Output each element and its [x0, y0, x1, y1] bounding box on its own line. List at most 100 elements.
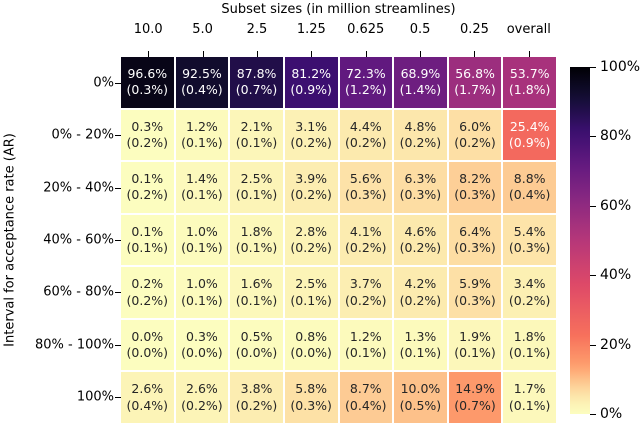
colorbar-tick	[590, 205, 596, 207]
cell-value: 2.6%	[131, 381, 164, 397]
cell-std-error: (0.1%)	[235, 239, 278, 255]
heatmap-cell: 1.8% (0.1%)	[230, 214, 283, 266]
x-tick	[202, 51, 204, 57]
cell-value: 3.8%	[240, 381, 273, 397]
column-header-10.0: 10.0	[133, 22, 163, 37]
x-tick	[311, 51, 313, 57]
colorbar-tick-label: 80%	[600, 128, 632, 145]
heatmap-cell: 92.5% (0.4%)	[175, 57, 229, 108]
cell-std-error: (0.7%)	[454, 397, 496, 413]
heatmap-cell: 8.7% (0.4%)	[339, 372, 393, 423]
cell-std-error: (0.1%)	[181, 134, 223, 150]
heatmap-cell: 2.6% (0.2%)	[175, 372, 229, 423]
cell-value: 4.2%	[404, 276, 437, 292]
cell-value: 5.9%	[459, 276, 491, 292]
cell-std-error: (0.3%)	[126, 82, 169, 98]
cell-std-error: (0.9%)	[290, 82, 332, 98]
column-header-1.25: 1.25	[296, 22, 326, 37]
heatmap-cell: 14.9% (0.7%)	[448, 372, 502, 423]
x-tick	[474, 51, 476, 57]
cell-value: 5.6%	[349, 171, 382, 187]
colorbar-tick-label: 0%	[600, 406, 623, 422]
heatmap-cell: 1.9% (0.1%)	[448, 319, 502, 371]
cell-std-error: (0.1%)	[345, 345, 387, 361]
cell-value: 96.6%	[127, 66, 168, 82]
cell-std-error: (0.2%)	[454, 134, 496, 150]
row-label: 60% - 80%	[43, 284, 114, 300]
cell-std-error: (0.3%)	[345, 187, 387, 203]
heatmap-cell: 72.3% (1.2%)	[339, 57, 393, 108]
heatmap-cell: 0.0% (0.0%)	[121, 319, 174, 371]
colorbar-tick	[590, 414, 596, 415]
colorbar-tick	[590, 344, 596, 346]
cell-value: 2.6%	[186, 381, 218, 397]
cell-std-error: (0.1%)	[126, 239, 169, 255]
cell-value: 3.1%	[295, 118, 328, 134]
cell-std-error: (1.2%)	[345, 82, 387, 98]
cell-value: 8.7%	[349, 381, 382, 397]
x-tick	[256, 51, 258, 57]
cell-value: 0.2%	[131, 276, 164, 292]
cell-value: 2.5%	[295, 276, 328, 292]
cell-value: 8.2%	[459, 171, 491, 187]
x-tick	[365, 51, 367, 57]
heatmap-cell: 3.9% (0.2%)	[284, 162, 338, 213]
y-tick	[115, 240, 121, 241]
column-header-0.25: 0.25	[459, 22, 489, 37]
heatmap-cell: 8.2% (0.3%)	[448, 162, 502, 213]
y-axis-label: Interval for acceptance rate (AR)	[2, 133, 18, 347]
heatmap-cell: 4.2% (0.2%)	[394, 267, 447, 318]
cell-std-error: (0.3%)	[454, 292, 496, 308]
chart-title: Subset sizes (in million streamlines)	[221, 2, 456, 17]
cell-std-error: (0.3%)	[290, 397, 332, 413]
cell-std-error: (0.3%)	[454, 187, 496, 203]
heatmap-cell: 5.8% (0.3%)	[284, 372, 338, 423]
cell-value: 0.1%	[131, 171, 164, 187]
heatmap-cell: 6.0% (0.2%)	[448, 109, 502, 161]
cell-value: 0.0%	[131, 328, 164, 344]
cell-std-error: (0.0%)	[181, 345, 223, 361]
cell-std-error: (0.2%)	[345, 239, 387, 255]
y-tick	[115, 187, 121, 189]
heatmap-cell: 2.5% (0.1%)	[230, 162, 283, 213]
cell-value: 4.8%	[404, 118, 437, 134]
cell-std-error: (0.4%)	[181, 82, 223, 98]
cell-std-error: (0.2%)	[126, 187, 169, 203]
cell-value: 81.2%	[291, 66, 332, 82]
heatmap-cell: 1.2% (0.1%)	[175, 109, 229, 161]
cell-value: 1.6%	[240, 276, 273, 292]
cell-value: 4.4%	[349, 118, 382, 134]
heatmap-cell: 6.3% (0.3%)	[394, 162, 447, 213]
cell-std-error: (0.2%)	[399, 292, 442, 308]
heatmap-cell: 0.3% (0.2%)	[121, 109, 174, 161]
heatmap-cell: 2.6% (0.4%)	[121, 372, 174, 423]
cell-value: 8.8%	[513, 171, 546, 187]
row-label: 0%	[93, 75, 114, 91]
heatmap-cell: 1.2% (0.1%)	[339, 319, 393, 371]
colorbar-tick	[590, 275, 596, 277]
cell-std-error: (0.2%)	[126, 292, 169, 308]
cell-value: 6.0%	[459, 118, 491, 134]
heatmap-cell: 0.8% (0.0%)	[284, 319, 338, 371]
heatmap-cell: 3.4% (0.2%)	[503, 267, 556, 318]
row-label: 80% - 100%	[34, 337, 114, 353]
cell-value: 1.9%	[459, 328, 491, 344]
heatmap-cell: 3.1% (0.2%)	[284, 109, 338, 161]
heatmap-cell: 56.8% (1.7%)	[448, 57, 502, 108]
heatmap-cell: 0.5% (0.0%)	[230, 319, 283, 371]
cell-std-error: (0.2%)	[126, 134, 169, 150]
heatmap-cell: 1.3% (0.1%)	[394, 319, 447, 371]
cell-std-error: (0.1%)	[181, 187, 223, 203]
heatmap-cell: 1.4% (0.1%)	[175, 162, 229, 213]
x-tick	[420, 51, 422, 57]
colorbar-tick	[590, 67, 596, 68]
column-header-2.5: 2.5	[246, 22, 268, 37]
row-label: 40% - 60%	[43, 232, 114, 248]
heatmap-cell: 4.8% (0.2%)	[394, 109, 447, 161]
cell-value: 1.2%	[349, 328, 382, 344]
cell-value: 1.2%	[186, 118, 218, 134]
colorbar-tick-label: 20%	[600, 336, 632, 353]
cell-std-error: (0.1%)	[235, 134, 278, 150]
cell-std-error: (0.1%)	[290, 292, 332, 308]
column-header-overall: overall	[506, 22, 551, 37]
